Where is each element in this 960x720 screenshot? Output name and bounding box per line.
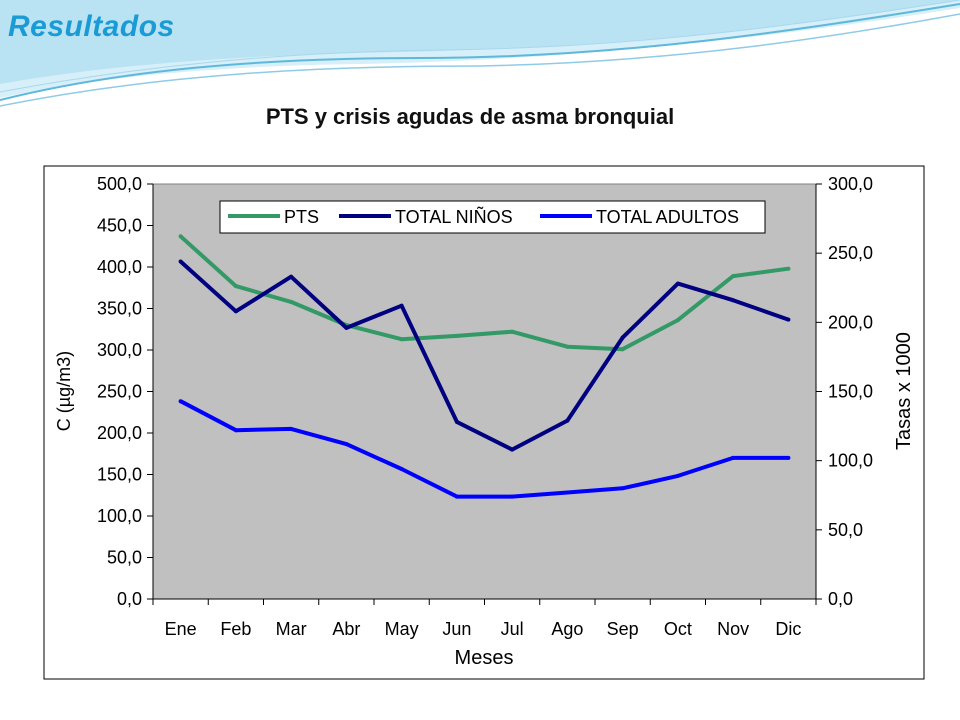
axes: 0,0 50,0 100,0 150,0 200,0 250,0 300,0 350,0 400… [97,174,873,639]
data-point-total-niños [289,274,294,279]
y-left-tick-label: 500,0 [97,174,142,194]
legend: PTS TOTAL NIÑOS TOTAL ADULTOS [219,200,766,234]
y-right-tick-label: 0,0 [828,589,853,609]
x-tick-label: Jul [501,619,524,639]
data-point-pts [399,337,404,342]
data-point-total-niños [786,317,791,322]
y-left-tick-label: 200,0 [97,423,142,443]
x-tick-label: Ene [165,619,197,639]
data-point-pts [675,318,680,323]
y-left-tick-label: 100,0 [97,506,142,526]
data-point-total-adultos [620,486,625,491]
data-point-total-adultos [454,494,459,499]
x-axis-label: Meses [455,647,514,669]
y-left-tick-label: 50,0 [107,548,142,568]
data-point-total-adultos [399,467,404,471]
data-point-pts [620,347,625,352]
data-point-pts [178,234,183,239]
data-point-total-adultos [786,455,791,460]
x-tick-label: Abr [332,619,360,639]
legend-box [219,200,766,234]
header-wave-decoration [0,0,960,107]
data-point-total-niños [399,303,404,308]
data-point-pts [731,274,736,279]
data-point-total-niños [731,298,736,303]
slide-heading: Resultados [8,10,175,43]
series-layer [178,234,791,499]
y-axis-right-label: Tasas x 1000 [893,332,915,450]
data-point-total-niños [233,309,238,314]
x-tick-label: Mar [276,619,307,639]
data-point-total-niños [344,325,349,330]
y-axis-left-label: C (µg/m3) [54,351,74,431]
data-point-pts [786,266,791,271]
data-point-pts [289,299,294,304]
data-point-total-niños [565,418,570,423]
y-left-tick-label: 250,0 [97,382,142,402]
x-tick-label: Ago [551,619,583,639]
data-point-total-adultos [510,494,515,499]
x-tick-label: Dic [775,619,801,639]
y-left-tick-label: 150,0 [97,465,142,485]
x-tick-label: Nov [717,619,749,639]
x-tick-label: Sep [607,619,639,639]
legend-label: TOTAL ADULTOS [596,207,739,227]
x-tick-label: Jun [442,619,471,639]
data-point-total-adultos [289,426,294,431]
data-point-total-adultos [675,473,680,478]
y-right-tick-label: 150,0 [828,382,873,402]
y-left-tick-label: 0,0 [117,589,142,609]
y-left-tick-label: 350,0 [97,299,142,319]
data-point-total-niños [675,281,680,286]
x-tick-label: May [385,619,419,639]
data-point-total-niños [510,447,515,452]
data-point-total-adultos [731,455,736,460]
data-point-pts [510,329,515,334]
series-line-total-adultos [179,399,789,499]
legend-label: PTS [284,207,319,227]
data-point-total-niños [620,335,625,340]
x-tick-label: Feb [220,619,251,639]
y-right-tick-label: 100,0 [828,451,873,471]
data-point-pts [565,344,570,349]
y-right-tick-label: 300,0 [828,174,873,194]
chart-title: PTS y crisis agudas de asma bronquial [265,104,675,129]
x-tick-label: Oct [664,619,692,639]
y-right-tick-label: 50,0 [828,520,863,540]
series-line-total-niños [179,260,790,452]
y-left-tick-label: 300,0 [97,340,142,360]
data-point-total-adultos [344,442,349,447]
y-left-tick-label: 450,0 [97,216,142,236]
plot-area [152,183,817,600]
data-point-pts [233,284,238,289]
data-point-total-adultos [178,399,183,404]
data-point-total-adultos [565,490,570,495]
y-right-tick-label: 200,0 [828,312,873,332]
y-right-tick-label: 250,0 [828,243,873,263]
y-left-tick-label: 400,0 [97,257,142,277]
data-point-total-niños [454,419,459,424]
data-point-total-niños [178,259,183,264]
data-point-pts [454,333,459,338]
legend-label: TOTAL NIÑOS [395,206,513,227]
series-line-pts [179,234,789,352]
data-point-total-adultos [233,428,238,433]
